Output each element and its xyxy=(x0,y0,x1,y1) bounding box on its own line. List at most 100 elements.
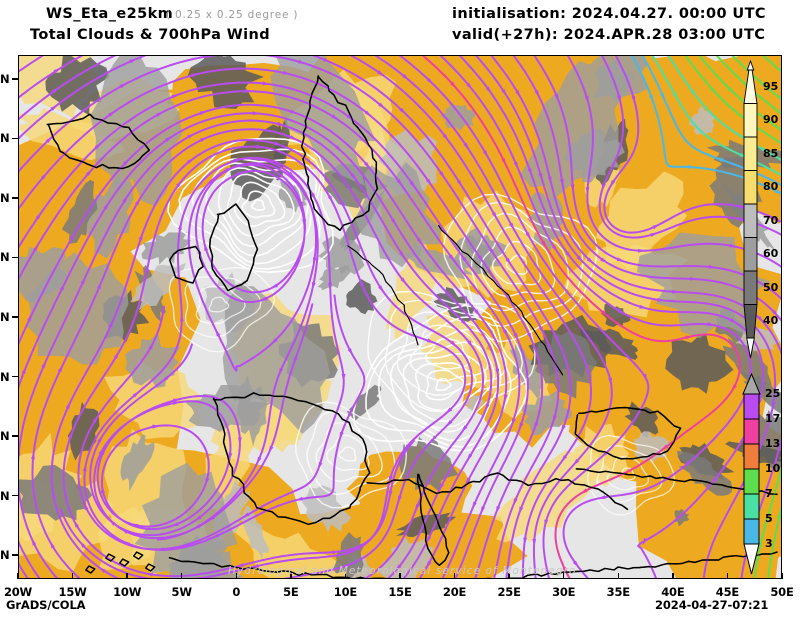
arrowhead xyxy=(52,87,60,94)
arrowhead xyxy=(215,328,221,337)
y-tick-mark xyxy=(12,197,18,199)
arrowhead xyxy=(340,201,346,210)
arrowhead xyxy=(276,121,285,126)
arrowhead xyxy=(513,333,519,341)
arrowhead xyxy=(442,134,449,142)
x-tick-mark xyxy=(399,573,401,579)
coastline-overlay xyxy=(212,392,371,525)
arrowhead xyxy=(579,306,586,314)
arrowhead xyxy=(148,341,154,350)
cloud-patch xyxy=(601,302,631,327)
cloud-patch xyxy=(665,333,734,394)
wind-legend-top-arrow xyxy=(742,372,761,395)
arrowhead xyxy=(616,257,625,262)
wind-legend-tick-label: 25 xyxy=(765,387,781,400)
arrowhead xyxy=(761,147,769,153)
arrowhead xyxy=(439,171,445,179)
contour-line xyxy=(435,377,452,392)
arrowhead xyxy=(339,563,348,568)
arrowhead xyxy=(445,291,453,299)
arrowhead xyxy=(152,424,161,429)
streamline xyxy=(19,540,41,578)
contour-line xyxy=(352,304,528,452)
arrowhead xyxy=(290,109,298,114)
cloud-legend-tick-label: 60 xyxy=(763,247,779,261)
arrowhead xyxy=(502,329,508,337)
streamline xyxy=(19,103,508,578)
contour-line xyxy=(390,341,495,433)
arrowhead xyxy=(779,467,781,476)
arrowhead xyxy=(354,197,361,206)
cloud-legend-band xyxy=(743,103,758,138)
arrowhead xyxy=(204,243,209,251)
arrowhead xyxy=(710,477,717,485)
arrowhead xyxy=(637,248,646,253)
arrowhead xyxy=(223,168,232,174)
arrowhead xyxy=(425,560,432,569)
x-tick-mark xyxy=(180,573,183,579)
arrowhead xyxy=(560,424,566,433)
wind-legend-tick-label: 17 xyxy=(765,412,781,425)
streamline xyxy=(59,145,467,578)
arrowhead xyxy=(586,257,594,264)
streamline-arrowheads xyxy=(19,56,781,578)
arrowhead xyxy=(172,401,181,405)
arrowhead xyxy=(242,512,250,519)
cloud-patch xyxy=(270,56,376,186)
coastline-overlay xyxy=(438,225,564,376)
arrowhead xyxy=(187,158,195,164)
arrowhead xyxy=(562,567,568,575)
arrowhead xyxy=(252,111,261,116)
arrowhead xyxy=(710,87,718,95)
arrowhead xyxy=(533,422,539,430)
arrowhead xyxy=(585,187,590,195)
arrowhead xyxy=(59,282,65,291)
x-tick-mark xyxy=(672,573,674,579)
arrowhead xyxy=(211,533,220,539)
arrowhead xyxy=(33,243,39,252)
x-tick-label: 35E xyxy=(606,585,630,599)
arrowhead xyxy=(445,420,453,427)
arrowhead xyxy=(364,110,372,117)
x-tick-label: 15E xyxy=(388,585,412,599)
arrowhead xyxy=(376,70,385,77)
x-tick-label: 15W xyxy=(58,585,87,599)
arrowhead xyxy=(707,322,716,326)
arrowhead xyxy=(396,178,403,187)
arrowhead xyxy=(41,360,47,368)
arrowhead xyxy=(484,403,490,412)
arrowhead xyxy=(122,195,129,203)
cloud-legend-band xyxy=(743,270,758,305)
arrowhead xyxy=(144,264,149,273)
arrowhead xyxy=(132,391,140,398)
arrowhead xyxy=(359,281,365,290)
arrowhead xyxy=(541,240,547,249)
contour-line xyxy=(226,173,295,237)
arrowhead xyxy=(395,564,402,572)
arrowhead xyxy=(236,563,244,567)
arrowhead xyxy=(165,136,173,142)
arrowhead xyxy=(438,483,444,491)
arrowhead xyxy=(35,212,42,220)
streamline xyxy=(698,56,781,131)
cloud-cover-colorbar xyxy=(743,60,758,359)
arrowhead xyxy=(685,335,694,340)
arrowhead xyxy=(466,453,473,462)
arrowhead xyxy=(415,503,420,512)
contour-line xyxy=(294,401,407,509)
contour-line xyxy=(184,276,262,338)
arrowhead xyxy=(233,158,242,163)
arrowhead xyxy=(518,422,524,431)
x-tick-label: 50E xyxy=(770,585,794,599)
arrowhead xyxy=(250,563,259,568)
arrowhead xyxy=(79,540,86,549)
coastline-overlay xyxy=(105,553,116,562)
wind-legend-band xyxy=(743,493,760,520)
arrowhead xyxy=(687,164,696,169)
arrowhead xyxy=(270,283,279,289)
arrowhead xyxy=(100,485,105,494)
arrowhead xyxy=(57,364,63,373)
cloud-patch xyxy=(346,384,382,422)
arrowhead xyxy=(538,326,544,334)
arrowhead xyxy=(347,348,354,356)
